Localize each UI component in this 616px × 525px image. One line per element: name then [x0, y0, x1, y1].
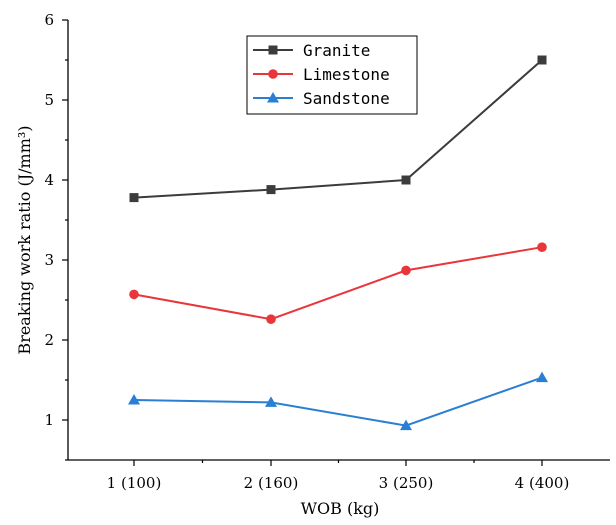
data-point-granite: [266, 185, 276, 195]
series-line-granite: [133, 59, 543, 199]
data-point-sandstone: [400, 419, 412, 431]
data-point-granite: [129, 193, 139, 203]
y-tick-label: 5: [44, 91, 54, 109]
data-point-granite: [537, 55, 547, 65]
legend-marker-sandstone: [267, 92, 279, 103]
series-line-limestone: [133, 246, 543, 321]
y-tick-label: 1: [44, 411, 54, 429]
series-limestone: [129, 242, 547, 325]
series-line-sandstone: [133, 376, 543, 427]
data-point-limestone: [129, 289, 139, 300]
legend-marker-granite: [268, 45, 278, 55]
data-point-sandstone: [536, 371, 548, 383]
y-tick-label: 2: [44, 331, 54, 349]
x-tick-label: 3 (250): [379, 474, 434, 492]
legend-marker-limestone: [268, 69, 278, 79]
series-granite: [129, 55, 547, 203]
series-sandstone: [128, 371, 548, 431]
data-point-granite: [401, 175, 411, 185]
legend-label-limestone: Limestone: [303, 65, 390, 84]
data-point-sandstone: [128, 394, 140, 405]
y-tick-label: 3: [44, 251, 54, 269]
legend-label-sandstone: Sandstone: [303, 89, 390, 108]
data-point-limestone: [401, 265, 411, 276]
y-tick-label: 6: [44, 11, 54, 29]
y-axis-title: Breaking work ratio (J/mm³): [15, 125, 34, 354]
legend: Granite Limestone Sandstone: [246, 35, 418, 115]
data-point-limestone: [537, 242, 547, 252]
x-tick-label: 1 (100): [107, 474, 162, 492]
x-tick-label: 2 (160): [244, 474, 299, 492]
data-point-limestone: [266, 314, 276, 325]
y-tick-label: 4: [44, 171, 54, 189]
legend-label-granite: Granite: [303, 41, 370, 60]
x-axis-title: WOB (kg): [301, 499, 380, 518]
axes: 1 2 3 4 5 6 1 (100) 2 (160) 3 (250) 4 (400): [44, 11, 610, 492]
series-group: [128, 55, 548, 431]
data-point-sandstone: [265, 396, 277, 407]
x-tick-label: 4 (400): [515, 474, 570, 492]
